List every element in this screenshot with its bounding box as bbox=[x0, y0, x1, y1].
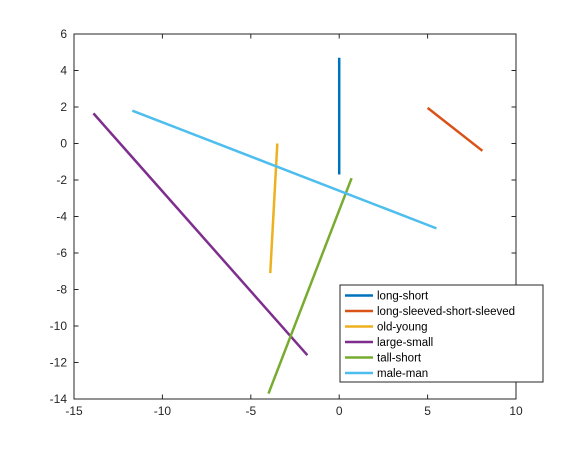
legend-label-male-man: male-man bbox=[377, 368, 428, 380]
y-tick-label: 2 bbox=[60, 100, 67, 114]
y-tick-label: 0 bbox=[60, 137, 67, 151]
legend-box bbox=[339, 284, 544, 383]
y-tick-label: -8 bbox=[56, 283, 67, 297]
legend-label-long-short: long-short bbox=[377, 291, 429, 303]
x-tick-label: 0 bbox=[336, 404, 343, 418]
y-tick-label: -2 bbox=[56, 173, 67, 187]
series-line-male-man bbox=[131, 109, 437, 230]
series-line-large-small bbox=[92, 112, 309, 357]
y-tick-label: -14 bbox=[50, 392, 68, 406]
y-tick-label: 4 bbox=[60, 64, 67, 78]
y-tick-label: -12 bbox=[50, 356, 68, 370]
legend-label-old-young: old-young bbox=[377, 322, 428, 334]
legend-label-long-sleeved-short-sleeved: long-sleeved-short-sleeved bbox=[377, 306, 515, 318]
y-tick-label: -4 bbox=[56, 210, 67, 224]
series-line-tall-short bbox=[267, 177, 353, 394]
x-tick-label: 5 bbox=[424, 404, 431, 418]
legend-label-large-small: large-small bbox=[377, 337, 433, 349]
axes-layer: -15 -10 -5 0 5 10 -14 -12 -10 -8 -6 -4 -2 0 2 4 6 bbox=[50, 27, 523, 418]
y-tick-label: 6 bbox=[60, 27, 67, 41]
x-tick-label: -5 bbox=[245, 404, 256, 418]
y-tick-label: -6 bbox=[56, 246, 67, 260]
series-layer bbox=[92, 57, 484, 394]
series-line-long-sleeved-short-sleeved bbox=[426, 106, 484, 152]
x-tick-label: -10 bbox=[154, 404, 172, 418]
x-tick-label: -15 bbox=[65, 404, 83, 418]
legend: long-short long-sleeved-short-sleeved old-… bbox=[339, 284, 544, 383]
y-tick-label: -10 bbox=[50, 319, 68, 333]
x-tick-label: 10 bbox=[509, 404, 523, 418]
legend-label-tall-short: tall-short bbox=[377, 353, 422, 365]
